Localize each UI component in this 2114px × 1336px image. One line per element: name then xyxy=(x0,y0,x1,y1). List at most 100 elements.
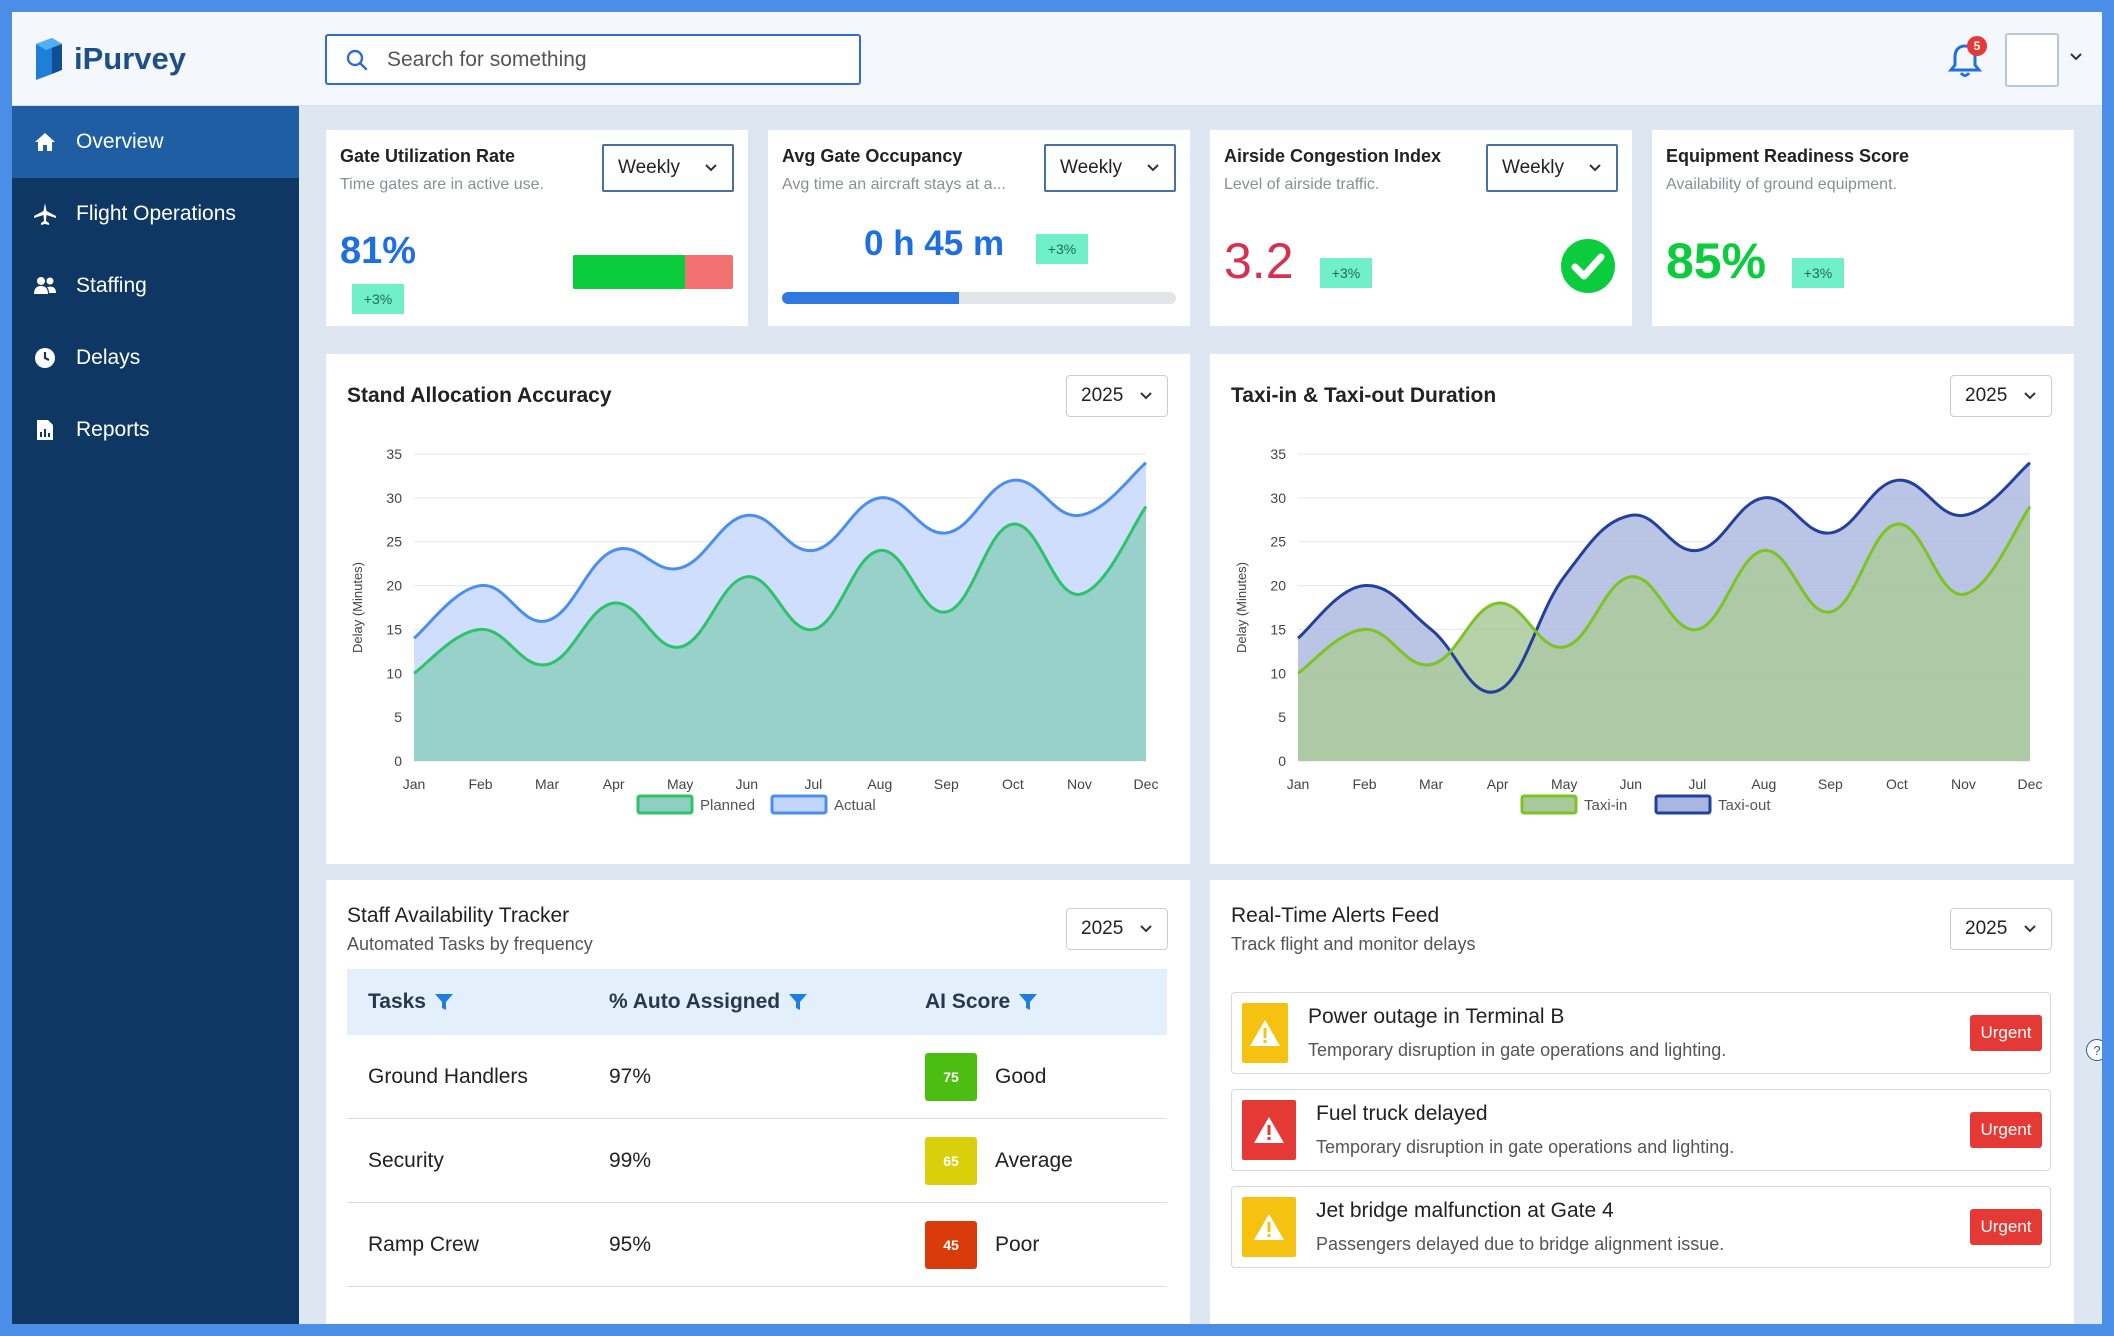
y-tick-label: 25 xyxy=(1270,534,1286,550)
x-tick-label: Nov xyxy=(1067,776,1092,792)
period-dropdown[interactable]: Weekly xyxy=(1486,144,1618,192)
year-dropdown[interactable]: 2025 xyxy=(1950,908,2052,950)
series-area-planned xyxy=(414,506,1146,761)
y-tick-label: 25 xyxy=(386,534,402,550)
sidebar-item-label: Reports xyxy=(76,418,150,441)
avatar[interactable] xyxy=(2005,33,2059,87)
kpi-title: Equipment Readiness Score xyxy=(1666,146,1910,166)
year-dropdown[interactable]: 2025 xyxy=(1066,908,1168,950)
x-tick-label: Jan xyxy=(1287,776,1310,792)
column-header-tasks[interactable]: Tasks xyxy=(347,990,609,1014)
period-dropdown[interactable]: Weekly xyxy=(1044,144,1176,192)
column-header-auto-assigned[interactable]: % Auto Assigned xyxy=(609,990,925,1014)
taxi-duration-chart: 0 5 10 15 20 25 30 35 Delay (Minutes) Jan Feb Mar Ap… xyxy=(1234,446,2042,815)
urgent-badge[interactable]: Urgent xyxy=(1970,1112,2042,1148)
legend-label: Actual xyxy=(834,797,876,814)
alert-description: Passengers delayed due to bridge alignme… xyxy=(1316,1234,1725,1254)
x-tick-label: Sep xyxy=(1818,776,1843,792)
x-tick-label: Oct xyxy=(1886,776,1908,792)
y-axis-label: Delay (Minutes) xyxy=(350,562,365,653)
card-title: Staff Availability Tracker xyxy=(347,904,570,927)
cell-auto-assigned: 97% xyxy=(609,1064,652,1088)
cell-task: Ground Handlers xyxy=(368,1064,528,1088)
notifications-button[interactable]: 5 xyxy=(1947,36,1987,80)
alert-title: Jet bridge malfunction at Gate 4 xyxy=(1316,1199,1614,1222)
kpi-card-gate-occupancy: Avg Gate Occupancy Avg time an aircraft … xyxy=(768,130,1190,326)
report-icon xyxy=(32,417,58,443)
score-rating: Poor xyxy=(995,1232,1040,1256)
alert-title: Power outage in Terminal B xyxy=(1308,1005,1565,1028)
column-header-label: Tasks xyxy=(368,990,426,1013)
help-icon[interactable]: ? xyxy=(2086,1039,2102,1061)
kpi-title: Avg Gate Occupancy xyxy=(782,146,963,166)
kpi-subtitle: Availability of ground equipment. xyxy=(1666,176,1897,193)
app-logo[interactable]: iPurvey xyxy=(32,36,186,82)
y-tick-label: 5 xyxy=(1278,709,1286,725)
x-tick-label: Dec xyxy=(1134,776,1159,792)
utilization-bar-fill xyxy=(573,255,685,289)
alerts-feed-card: Real-Time Alerts Feed Track flight and m… xyxy=(1210,880,2074,1324)
alert-description: Temporary disruption in gate operations … xyxy=(1316,1137,1735,1157)
logo-icon xyxy=(32,36,64,82)
year-dropdown[interactable]: 2025 xyxy=(1066,375,1168,417)
kpi-value: 0 h 45 m xyxy=(864,224,1005,263)
table-row[interactable]: Ground Handlers 97% 75 Good xyxy=(347,1035,1167,1119)
alert-item[interactable]: Fuel truck delayed Temporary disruption … xyxy=(1231,1089,2051,1171)
chevron-down-icon[interactable] xyxy=(2069,49,2083,67)
search-input[interactable] xyxy=(387,47,847,72)
series-line-taxi-out xyxy=(1297,461,2031,694)
table-row[interactable]: Ramp Crew 95% 45 Poor xyxy=(347,1203,1167,1287)
x-tick-label: Jun xyxy=(735,776,758,792)
column-header-ai-score[interactable]: AI Score xyxy=(925,990,1038,1014)
y-tick-label: 15 xyxy=(1270,621,1286,637)
table-row[interactable]: Security 99% 65 Average xyxy=(347,1119,1167,1203)
year-dropdown-value: 2025 xyxy=(1965,385,2008,406)
y-tick-label: 10 xyxy=(386,665,402,681)
x-tick-label: Feb xyxy=(468,776,492,792)
urgent-badge[interactable]: Urgent xyxy=(1970,1015,2042,1051)
check-circle-icon xyxy=(1560,238,1616,299)
y-tick-label: 30 xyxy=(1270,490,1286,506)
sidebar-item-reports[interactable]: Reports xyxy=(12,394,299,466)
y-tick-label: 0 xyxy=(1278,753,1286,769)
legend-swatch xyxy=(770,794,828,815)
sidebar-item-delays[interactable]: Delays xyxy=(12,322,299,394)
year-dropdown[interactable]: 2025 xyxy=(1950,375,2052,417)
sidebar-item-label: Flight Operations xyxy=(76,202,236,225)
x-tick-label: Apr xyxy=(603,776,625,792)
x-tick-label: Apr xyxy=(1487,776,1509,792)
stand-allocation-chart: 0 5 10 15 20 25 30 35 Delay (Minutes) Jan Feb Mar Ap… xyxy=(350,446,1159,815)
kpi-value: 81% xyxy=(340,230,417,272)
period-dropdown[interactable]: Weekly xyxy=(602,144,734,192)
app-frame: iPurvey 5 xyxy=(12,12,2102,1324)
alert-title: Fuel truck delayed xyxy=(1316,1102,1488,1125)
kpi-subtitle: Time gates are in active use. xyxy=(340,176,544,193)
filter-icon[interactable] xyxy=(1018,992,1038,1012)
warning-icon xyxy=(1242,1003,1288,1063)
table-header: Tasks % Auto Assigned AI Score xyxy=(347,969,1167,1035)
alert-item[interactable]: Jet bridge malfunction at Gate 4 Passeng… xyxy=(1231,1186,2051,1268)
kpi-subtitle: Avg time an aircraft stays at a... xyxy=(782,176,1006,193)
kpi-card-gate-utilization: Gate Utilization Rate Time gates are in … xyxy=(326,130,748,326)
filter-icon[interactable] xyxy=(434,992,454,1012)
x-tick-label: Sep xyxy=(934,776,959,792)
sidebar-item-flight-operations[interactable]: Flight Operations xyxy=(12,178,299,250)
users-icon xyxy=(32,273,58,299)
year-dropdown-value: 2025 xyxy=(1081,385,1124,406)
critical-alert-icon xyxy=(1242,1100,1296,1160)
series-line-actual xyxy=(413,461,1147,640)
sidebar-item-staffing[interactable]: Staffing xyxy=(12,250,299,322)
search-box[interactable] xyxy=(325,34,861,85)
kpi-subtitle: Level of airside traffic. xyxy=(1224,176,1380,193)
score-chip: 75 xyxy=(925,1052,977,1101)
urgent-badge[interactable]: Urgent xyxy=(1970,1209,2042,1245)
period-dropdown-value: Weekly xyxy=(1060,157,1122,178)
alert-item[interactable]: Power outage in Terminal B Temporary dis… xyxy=(1231,992,2051,1074)
utilization-bar xyxy=(573,255,733,289)
card-subtitle: Track flight and monitor delays xyxy=(1231,934,1476,954)
x-tick-label: Nov xyxy=(1951,776,1976,792)
occupancy-progress-bar xyxy=(782,292,1176,304)
sidebar-item-overview[interactable]: Overview xyxy=(12,106,299,178)
column-header-label: AI Score xyxy=(925,990,1011,1013)
filter-icon[interactable] xyxy=(788,992,808,1012)
